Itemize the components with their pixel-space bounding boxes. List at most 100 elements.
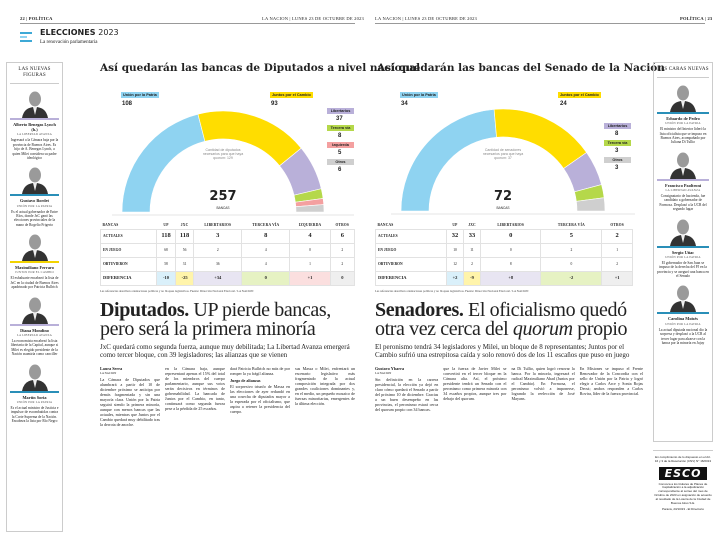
table-cell: +1 — [601, 270, 633, 286]
table-cell: 11 — [462, 242, 482, 258]
table-cell: 68 — [156, 242, 176, 258]
table-row: ACTUALES 32 33 0 5 2 — [374, 228, 633, 244]
table-row: OBTUVIERON 58 31 36 4 1 2 — [99, 256, 356, 272]
page-folio-right: POLÍTICA | 23 — [680, 16, 713, 21]
figure-party: LA LIBERTAD AVANZA — [665, 188, 701, 193]
portrait-photo — [18, 164, 52, 195]
label-up: Unión por la Patria — [121, 92, 159, 99]
portrait-photo — [666, 149, 700, 179]
article-column: Laura Serra LA NACION La Cámara de Diputad… — [100, 366, 160, 427]
ad-footer-text: Paraná, 23/10/23 - El Directorio — [661, 507, 705, 512]
table-cell: +2 — [446, 270, 464, 286]
table-cell: 4 — [241, 242, 291, 258]
table-header: TERCERA VÍA — [557, 223, 585, 227]
value-otros: 6 — [338, 167, 342, 173]
figure-card: Francisco Paoltroni LA LIBERTAD AVANZA C… — [657, 149, 709, 212]
figure-name: Alberto Benegas Lynch (h.) — [13, 122, 56, 133]
article-paragraph: que la fuerza de Javier Milei se convert… — [443, 365, 507, 401]
party-color-bar — [10, 390, 59, 393]
figure-party: LA LIBERTAD AVANZA — [16, 332, 53, 337]
row-label: OBTUVIERON — [99, 256, 158, 272]
row-label: EN JUEGO — [99, 242, 158, 258]
article-paragraph: dará Patricia Bullrich no más de por rom… — [230, 365, 290, 376]
figure-name: Diana Mondino — [20, 327, 49, 333]
table-header: UP — [452, 223, 458, 227]
figure-card: Alberto Benegas Lynch (h.) LA LIBERTAD A… — [10, 88, 59, 160]
label-up-senado: Unión por la Patria — [400, 92, 438, 99]
value-tercera-via: 8 — [338, 133, 342, 139]
table-header: OTROS — [335, 223, 350, 227]
masthead-date-right: LA NACION | LUNES 23 DE OCTUBRE DE 2023 — [375, 16, 477, 21]
figure-party: JUNTOS POR EL CAMBIO — [15, 270, 54, 275]
table-header: LIBERTARIOS — [204, 223, 232, 227]
table-header: BANCAS — [102, 223, 119, 227]
total-seats: 257 — [209, 189, 237, 204]
figure-party: UNIÓN POR LA PATRIA — [16, 203, 53, 208]
header-rule — [20, 23, 355, 24]
party-color-bar — [657, 112, 709, 114]
table-cell: 1 — [601, 242, 633, 258]
table-cell: +34 — [193, 270, 243, 286]
table-cell: 0 — [241, 270, 291, 286]
label-libertarios: Libertarios — [327, 108, 354, 115]
value-libertarios-senado: 8 — [615, 131, 619, 137]
figure-party: UNIÓN POR LA PATRIA — [665, 254, 701, 259]
article-column: dará Patricia Bullrich no más de por rom… — [230, 366, 290, 427]
source-note: Las referencias describen orientaciones … — [100, 288, 254, 293]
senado-seat-chart — [391, 108, 635, 215]
figure-card: Eduardo de Pedro UNIÓN POR LA PATRIA El … — [657, 82, 709, 145]
table-cell: 8 — [241, 228, 291, 244]
article-paragraph: na Di Tullio, quien logró renovar la ban… — [511, 365, 575, 401]
portrait-photo — [18, 361, 52, 391]
figure-name: Maximiliano Ferraro — [15, 265, 54, 271]
figure-description: Consignatario de hacienda, fue candidato… — [659, 194, 707, 212]
row-label: DIFERENCIA — [99, 270, 158, 286]
figure-party: UNIÓN POR LA PATRIA — [16, 399, 53, 404]
portrait-photo — [666, 282, 700, 313]
table-cell: 0 — [329, 270, 356, 286]
subheading: Juego de alianzas — [230, 377, 261, 383]
masthead-date: LA NACION | LUNES 23 DE OCTUBRE DE 2023 — [262, 16, 364, 21]
table-row: DIFERENCIA +2 -9 +8 -2 +1 — [374, 270, 633, 286]
party-color-bar — [657, 178, 709, 181]
article-paragraph: sus Massa o Milei, enfrentará un escenar… — [295, 365, 355, 406]
label-izquierda: Izquierda — [327, 142, 354, 149]
headline-senado: Senadores. El oficialismo quedó otra vez… — [375, 298, 628, 340]
table-cell: 0 — [480, 242, 542, 258]
byline: Gustavo Ybarra — [375, 365, 405, 371]
article-body-senado: Gustavo Ybarra LA NACION Sin definición en… — [375, 366, 643, 412]
table-cell: -10 — [156, 270, 176, 286]
portrait-photo — [666, 82, 700, 112]
figure-description: El ministro del Interior lideró la lista… — [659, 127, 707, 145]
figure-name: Eduardo de Pedro — [666, 116, 700, 121]
value-libertarios: 37 — [336, 116, 343, 122]
figure-name: Sergio Uñac — [671, 249, 695, 255]
value-up: 108 — [122, 101, 133, 107]
deck-senado: El peronismo tendrá 34 legisladores y Mi… — [375, 342, 630, 359]
sidebar-new-faces: LAS CARAS NUEVAS Eduardo de Pedro UNIÓN … — [653, 62, 713, 442]
figure-card: Carolina Moisés UNIÓN POR LA PATRIA La a… — [657, 282, 709, 345]
table-cell: 2 — [329, 242, 356, 258]
table-cell: 56 — [174, 242, 195, 258]
diputados-seat-chart — [112, 110, 354, 216]
table-header: BANCAS — [377, 223, 394, 227]
figure-description: El exbaluarte encabezó la lista de JxC e… — [10, 276, 59, 290]
figure-description: Es el actual gobernador de Entre Ríos, d… — [11, 209, 58, 227]
table-cell: 33 — [462, 228, 482, 244]
table-header: OTROS — [610, 223, 624, 227]
article-paragraph: La Cámara de Diputados que alumbrará a p… — [100, 376, 160, 427]
article-column: que la fuerza de Javier Milei se convert… — [443, 366, 506, 412]
figure-name: Francisco Paoltroni — [664, 182, 702, 188]
deck-diputados: JxC quedará como segunda fuerza, aunque … — [100, 342, 350, 359]
party-color-bar — [657, 312, 709, 315]
page-folio-left: 22 | POLÍTICA — [20, 16, 53, 21]
byline-outlet: LA NACION — [375, 370, 392, 375]
figure-name: Martín Soria — [22, 394, 47, 400]
value-izquierda: 5 — [338, 150, 342, 156]
label-libertarios-senado: Libertarios — [604, 123, 631, 130]
figure-description: La economista encabezó la lista libertar… — [10, 338, 59, 357]
party-color-bar — [10, 323, 59, 326]
value-jxc-senado: 24 — [560, 101, 567, 107]
figure-description: Es el actual ministro de Justicia e impu… — [10, 405, 59, 423]
figure-card: Maximiliano Ferraro JUNTOS POR EL CAMBIO… — [10, 231, 59, 289]
